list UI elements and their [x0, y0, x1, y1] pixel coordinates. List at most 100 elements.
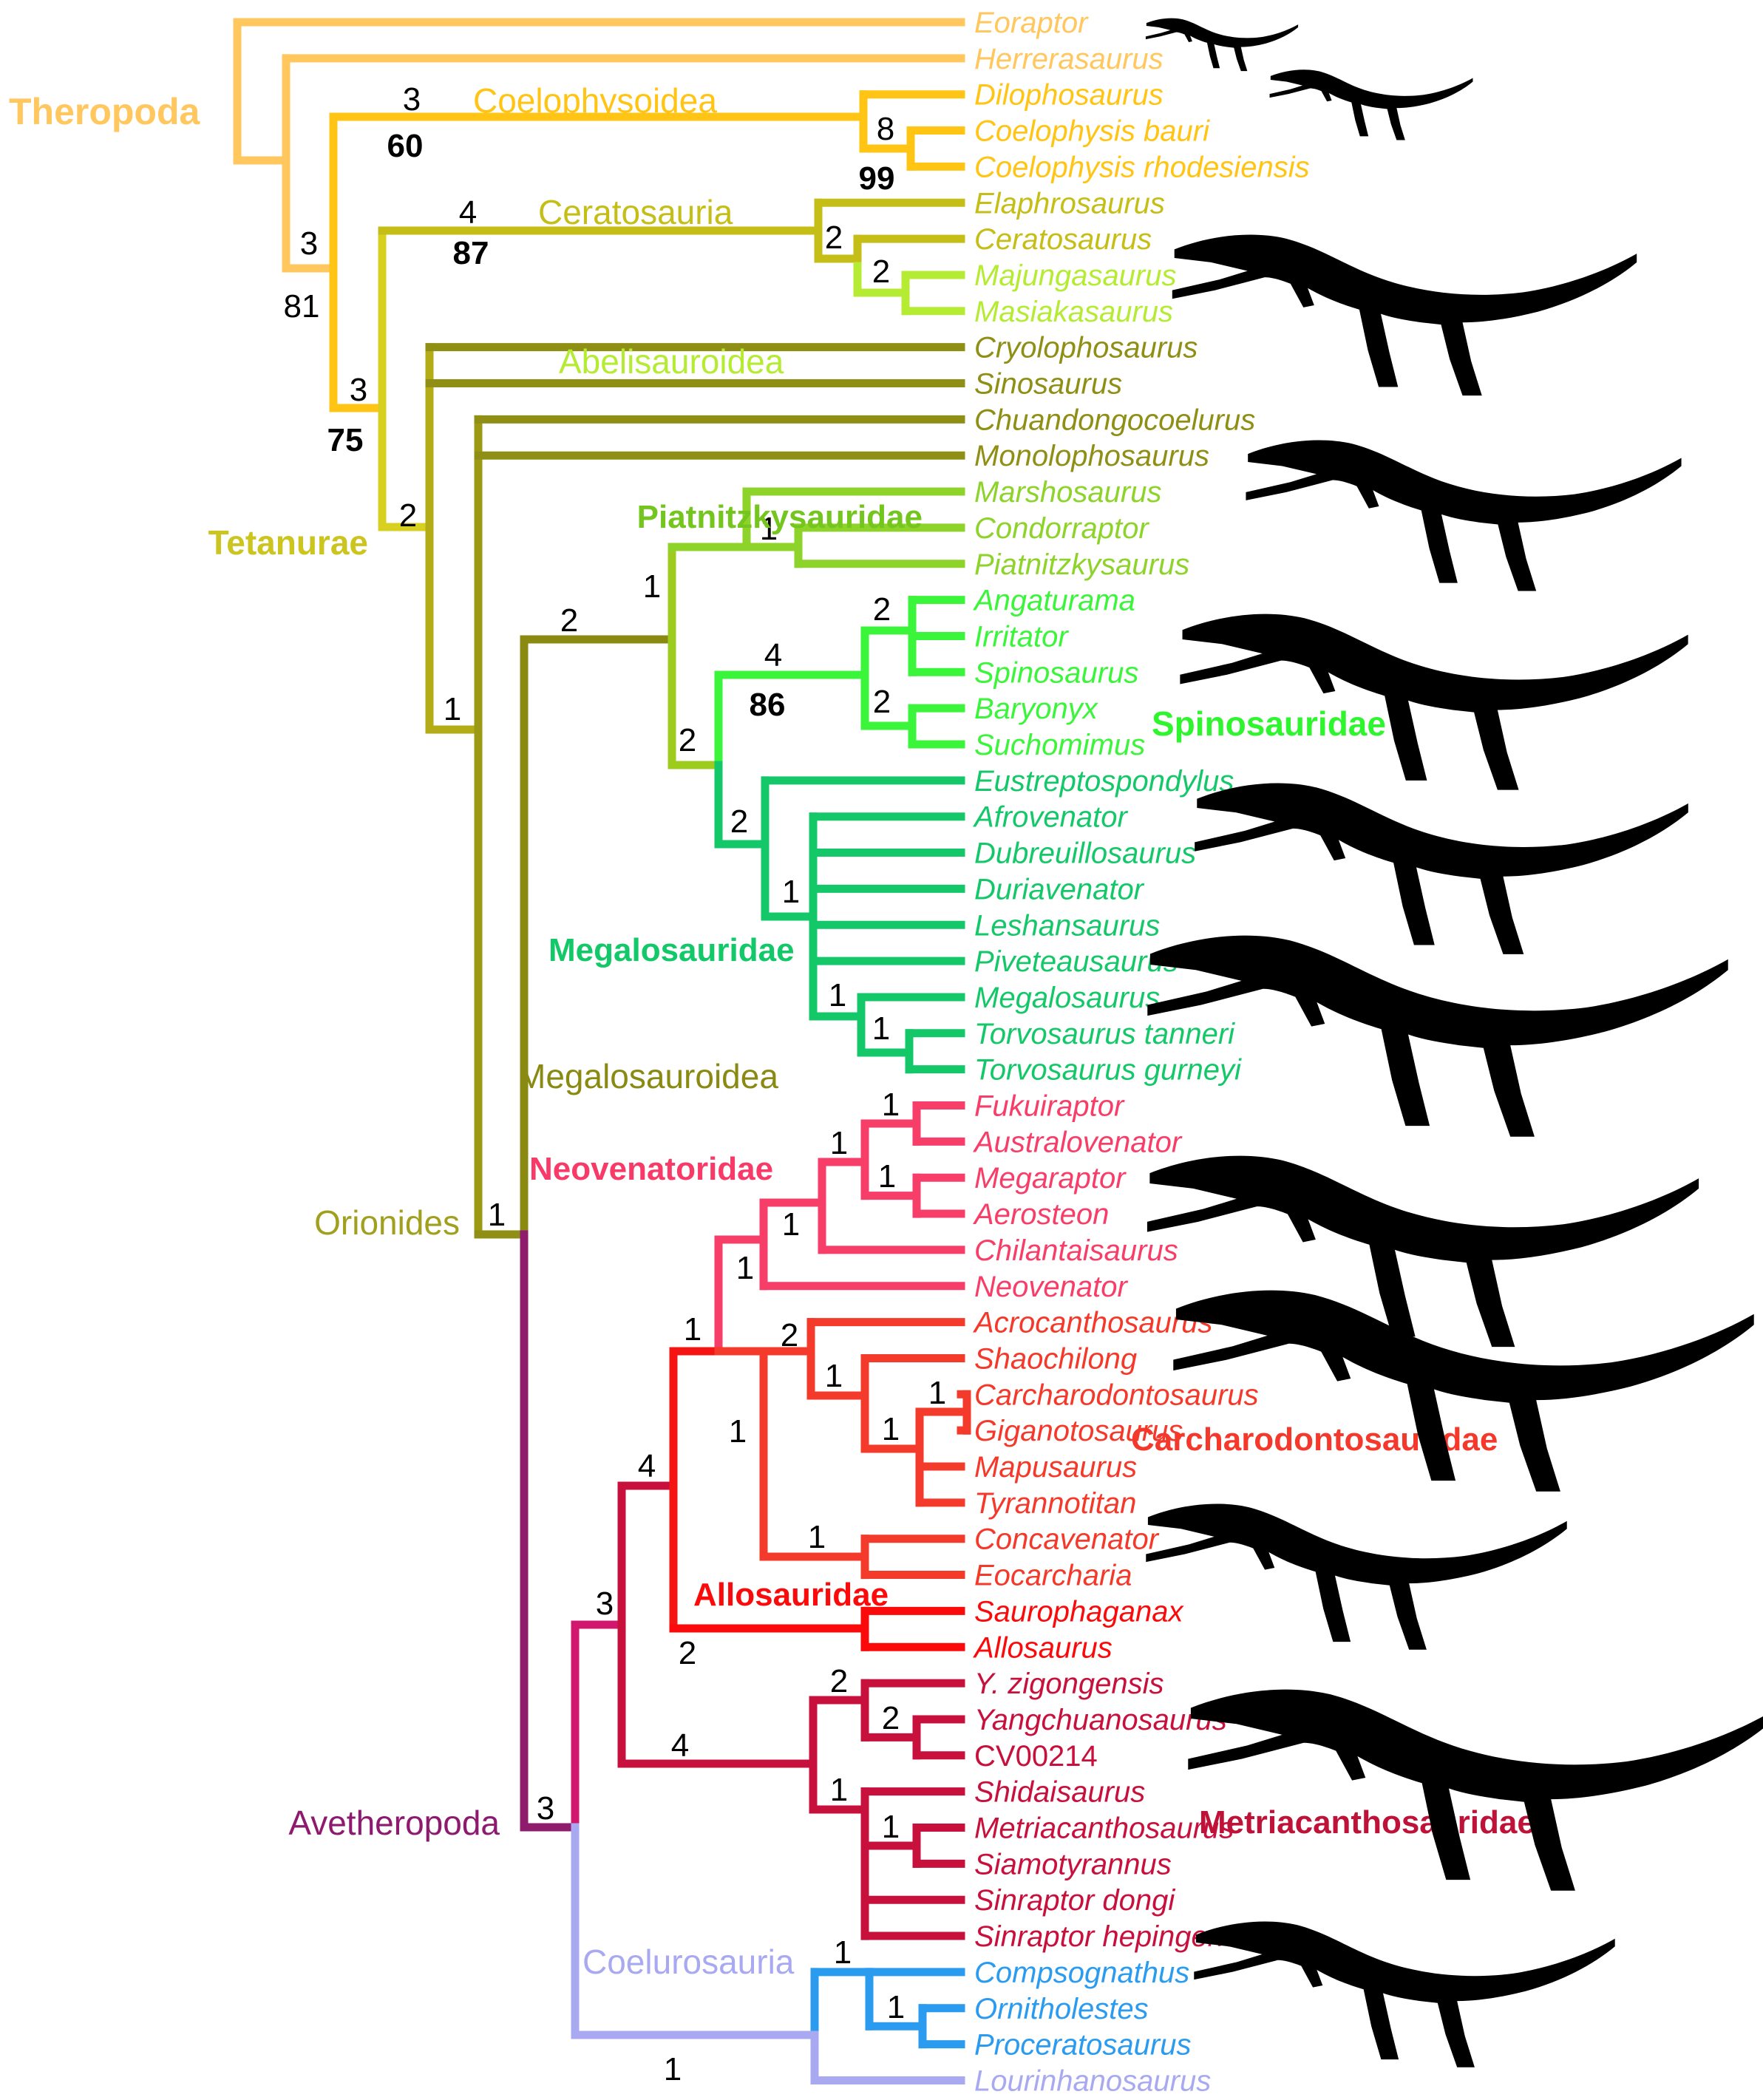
support-value-18: 2 [679, 722, 696, 758]
taxon-label-y-zigongensis: Y. zigongensis [974, 1668, 1164, 1700]
taxon-label-majungasaurus: Majungasaurus [974, 259, 1177, 292]
taxon-label-proceratosaurus: Proceratosaurus [974, 2029, 1191, 2062]
spinosaurid-silhouette [1180, 614, 1688, 790]
support-value-29: 1 [830, 1125, 848, 1161]
taxon-label-allosaurus: Allosaurus [973, 1631, 1113, 1664]
support-value-3: 81 [284, 288, 320, 324]
support-value-39: 4 [638, 1448, 656, 1484]
support-value-0: 3 [403, 81, 421, 118]
support-value-25: 1 [829, 977, 846, 1013]
taxon-label-sinosaurus: Sinosaurus [974, 368, 1122, 401]
taxon-label-australovenator: Australovenator [973, 1126, 1183, 1158]
support-value-23: 2 [730, 803, 748, 840]
taxon-label-afrovenator: Afrovenator [973, 801, 1128, 834]
support-value-20: 86 [750, 687, 786, 723]
support-value-12: 2 [399, 497, 417, 534]
clade-label-coelurosauria: Coelurosauria [582, 1943, 795, 1981]
taxon-label-marshosaurus: Marshosaurus [974, 476, 1161, 509]
taxon-label-duriavenator: Duriavenator [974, 873, 1145, 905]
taxon-label-eoraptor: Eoraptor [974, 7, 1089, 39]
carcharodontosaurid-silhouette [1173, 1290, 1754, 1492]
taxon-label-chuandongocoelurus: Chuandongocoelurus [974, 404, 1255, 436]
clade-label-theropoda: Theropoda [9, 91, 201, 132]
taxon-label-irritator: Irritator [974, 620, 1069, 653]
taxon-label-mapusaurus: Mapusaurus [974, 1451, 1137, 1484]
support-value-46: 1 [830, 1772, 848, 1808]
taxon-label-tyrannotitan: Tyrannotitan [974, 1487, 1136, 1520]
taxon-label-compsognathus: Compsognathus [974, 1957, 1189, 1989]
support-value-7: 87 [453, 235, 489, 271]
support-value-50: 1 [664, 2051, 682, 2087]
support-value-22: 2 [873, 684, 891, 720]
clade-label-tetanurae: Tetanurae [208, 523, 368, 562]
taxon-label-leshansaurus: Leshansaurus [974, 909, 1160, 942]
clade-label-ceratosauria: Ceratosauria [538, 193, 733, 231]
monolophosaurus-silhouette [1246, 440, 1682, 591]
taxon-label-acrocanthosaurus: Acrocanthosaurus [973, 1307, 1212, 1339]
support-value-2: 3 [300, 225, 318, 262]
support-value-9: 2 [872, 254, 890, 290]
taxon-label-megaraptor: Megaraptor [974, 1162, 1127, 1195]
taxon-label-herrerasaurus: Herrerasaurus [974, 43, 1164, 75]
taxon-label-suchomimus: Suchomimus [974, 729, 1145, 761]
support-value-36: 1 [882, 1411, 900, 1447]
support-value-48: 1 [834, 1934, 852, 1971]
torvosaurus-silhouette [1147, 935, 1728, 1137]
support-value-45: 2 [882, 1700, 900, 1736]
clade-label-spinosauridae: Spinosauridae [1152, 704, 1386, 743]
support-value-27: 1 [882, 1087, 900, 1123]
taxon-label-chilantaisaurus: Chilantaisaurus [974, 1234, 1178, 1267]
support-value-6: 4 [459, 194, 477, 231]
taxon-label-lourinhanosaurus: Lourinhanosaurus [974, 2065, 1211, 2097]
taxon-label-baryonyx: Baryonyx [974, 693, 1099, 725]
support-value-1: 60 [387, 128, 424, 164]
taxon-label-spinosaurus: Spinosaurus [974, 656, 1138, 689]
clade-label-piatnitzkysauridae: Piatnitzkysauridae [637, 499, 923, 535]
taxon-label-aerosteon: Aerosteon [973, 1198, 1109, 1231]
clade-label-neovenatoridae: Neovenatoridae [529, 1151, 773, 1187]
taxon-label-shaochilong: Shaochilong [974, 1342, 1137, 1375]
taxon-label-masiakasaurus: Masiakasaurus [974, 296, 1173, 328]
taxon-label-yangchuanosaurus: Yangchuanosaurus [974, 1704, 1227, 1736]
support-value-8: 2 [825, 220, 843, 256]
clade-label-abelisauroidea: Abelisauroidea [559, 342, 784, 381]
support-value-47: 1 [882, 1809, 900, 1845]
taxon-label-cryolophosaurus: Cryolophosaurus [974, 332, 1198, 364]
support-value-14: 1 [643, 568, 661, 605]
support-value-30: 1 [782, 1206, 800, 1243]
support-value-4: 8 [877, 111, 894, 147]
taxon-label-ornitholestes: Ornitholestes [974, 1993, 1149, 2025]
support-value-33: 2 [781, 1317, 798, 1353]
taxon-label-metriacanthosaurus: Metriacanthosaurus [974, 1812, 1234, 1845]
support-value-16: 1 [488, 1197, 506, 1233]
compsognathid-silhouette [1194, 1921, 1615, 2067]
clade-label-megalosauridae: Megalosauridae [548, 932, 795, 968]
taxon-label-eocarcharia: Eocarcharia [974, 1560, 1132, 1592]
support-value-43: 4 [671, 1727, 689, 1764]
taxon-label-siamotyrannus: Siamotyrannus [974, 1848, 1172, 1880]
support-value-40: 2 [679, 1635, 696, 1671]
taxon-label-ceratosaurus: Ceratosaurus [974, 223, 1152, 256]
taxon-label-megalosaurus: Megalosaurus [974, 982, 1160, 1014]
taxon-label-elaphrosaurus: Elaphrosaurus [974, 187, 1165, 220]
support-value-44: 2 [830, 1663, 848, 1699]
support-value-32: 1 [684, 1311, 702, 1348]
taxon-label-fukuiraptor: Fukuiraptor [974, 1090, 1125, 1123]
support-value-26: 1 [872, 1010, 890, 1047]
support-value-38: 1 [808, 1519, 826, 1555]
taxon-label-piatnitzkysaurus: Piatnitzkysaurus [974, 548, 1189, 581]
taxon-label-sinraptor-dongi: Sinraptor dongi [974, 1884, 1175, 1917]
support-value-21: 2 [873, 591, 891, 628]
support-value-35: 1 [825, 1358, 843, 1394]
clade-label-avetheropoda: Avetheropoda [288, 1804, 500, 1842]
support-value-37: 1 [928, 1375, 946, 1411]
support-value-24: 1 [782, 874, 800, 910]
taxon-label-carcharodontosaurus: Carcharodontosaurus [974, 1379, 1259, 1411]
clade-label-megalosauroidea: Megalosauroidea [517, 1057, 778, 1095]
support-value-42: 3 [537, 1790, 554, 1827]
support-value-13: 1 [444, 691, 461, 727]
coelophysis-silhouette [1269, 69, 1473, 140]
taxon-label-piveteausaurus: Piveteausaurus [974, 945, 1178, 978]
allosaurus-silhouette [1146, 1503, 1567, 1650]
